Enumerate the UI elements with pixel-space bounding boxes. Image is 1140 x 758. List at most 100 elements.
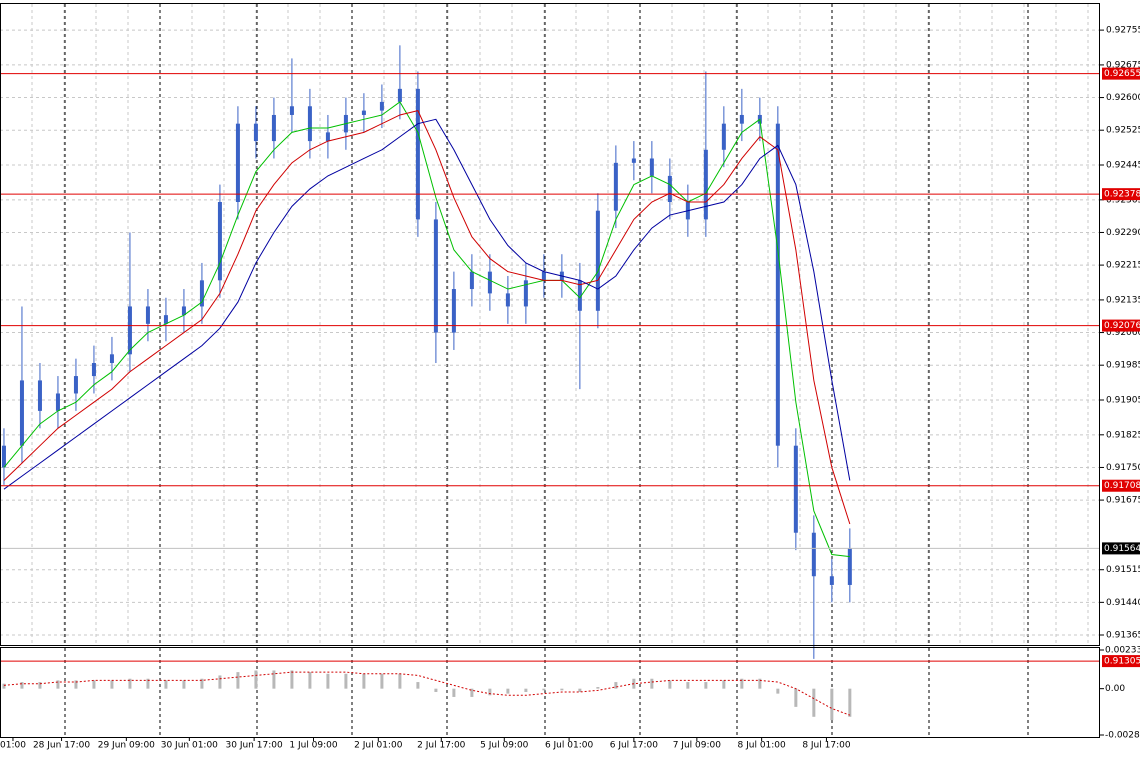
candle-body [37,380,42,411]
level-label-bg [1102,479,1140,492]
candle-body [721,123,726,150]
candle-body [19,380,24,446]
candle-body [91,363,96,377]
plot [0,45,1100,721]
y-tick-label: 0.92755 [1106,26,1140,36]
moving-average [3,101,850,558]
candle-body [595,210,600,311]
x-tick-label: 01:00 [0,741,26,751]
candle-body [469,271,474,290]
osc-signal [3,671,851,716]
candle-body [145,306,150,324]
candle-body [775,123,780,446]
y-tick-label: 0.92445 [1106,161,1140,171]
x-tick-label: 30 Jun 01:00 [161,741,218,751]
candle-body [505,293,510,307]
candle-body [235,123,240,203]
y-tick-label: 0.92060 [1106,328,1140,338]
candle-body [541,271,546,281]
y-tick-label: 0.92365 [1106,195,1140,205]
level-label-bg [1102,655,1140,668]
candle-body [739,114,744,124]
candle-body [811,532,816,577]
candle-body [433,219,438,333]
level-label: 0.92655 [1104,69,1140,79]
y-tick-label: 0.91750 [1106,463,1140,473]
candle-body [487,271,492,294]
level-label: 0.92378 [1104,190,1140,200]
candle-body [379,101,384,111]
y-tick-label: 0.92600 [1106,93,1140,103]
main-frame [0,3,1100,646]
level-label-bg [1102,319,1140,332]
candle-body [703,149,708,220]
candle-body [361,110,366,115]
candle-body [415,88,420,220]
candle-body [667,175,672,203]
y-tick-label: 0.91675 [1106,496,1140,506]
candle-body [1,445,6,468]
oscillator-frame [0,647,1100,738]
candle-body [127,306,132,355]
x-tick-label: 30 Jun 17:00 [226,741,283,751]
y-tick-label: 0.91825 [1106,430,1140,440]
candle-body [289,106,294,115]
candle-body [307,106,312,142]
grid [0,4,1100,737]
osc-tick-label: 0.00 [1105,684,1125,694]
x-tick-label: 6 Jul 17:00 [610,741,659,751]
candle-body [181,306,186,316]
current-price-bg [1102,542,1140,555]
candle-body [271,114,276,142]
current-price-label: 0.91564 [1104,544,1140,554]
y-tick-label: 0.92215 [1106,261,1140,271]
level-label-bg [1102,188,1140,201]
x-tick-label: 2 Jul 01:00 [354,741,403,751]
x-tick-label: 5 Jul 09:00 [480,741,529,751]
y-tick-label: 0.92290 [1106,228,1140,238]
candle-body [55,393,60,411]
candle-body [847,548,852,585]
y-tick-label: 0.91515 [1106,565,1140,575]
x-tick-label: 7 Jul 09:00 [673,741,722,751]
candle-body [199,280,204,307]
x-tick-label: 29 Jun 09:00 [98,741,155,751]
candle-body [73,376,78,394]
level-label-bg [1102,67,1140,80]
candle-body [109,354,114,364]
candle-body [397,88,402,102]
candle-body [793,445,798,533]
y-tick-label: 0.92675 [1106,60,1140,70]
candle-body [631,158,636,163]
level-label: 0.91305 [1104,657,1140,667]
x-tick-label: 8 Jul 17:00 [802,741,851,751]
x-tick-label: 6 Jul 01:00 [545,741,594,751]
candle-body [325,132,330,142]
x-tick-label: 8 Jul 01:00 [738,741,787,751]
moving-average [3,118,851,490]
y-tick-label: 0.91365 [1106,630,1140,640]
osc-tick-label: -0.00280 [1105,731,1140,741]
y-tick-label: 0.91905 [1106,396,1140,406]
candle-body [451,289,456,333]
y-tick-label: 0.91440 [1106,598,1140,608]
candle-body [577,280,582,311]
x-tick-label: 28 Jun 17:00 [33,741,90,751]
candle-body [829,576,834,585]
x-tick-label: 2 Jul 17:00 [417,741,466,751]
y-tick-label: 0.91985 [1106,361,1140,371]
candle-body [649,158,654,176]
candle-body [253,123,258,142]
x-tick-label: 1 Jul 09:00 [289,741,338,751]
candle-body [163,315,168,324]
osc-tick-label: 0.002337 [1105,646,1140,656]
y-tick-label: 0.92135 [1106,295,1140,305]
candle-body [613,162,618,211]
moving-average [3,110,851,525]
candle-body [523,280,528,307]
candle-body [217,202,222,281]
level-label: 0.92076 [1104,321,1140,331]
